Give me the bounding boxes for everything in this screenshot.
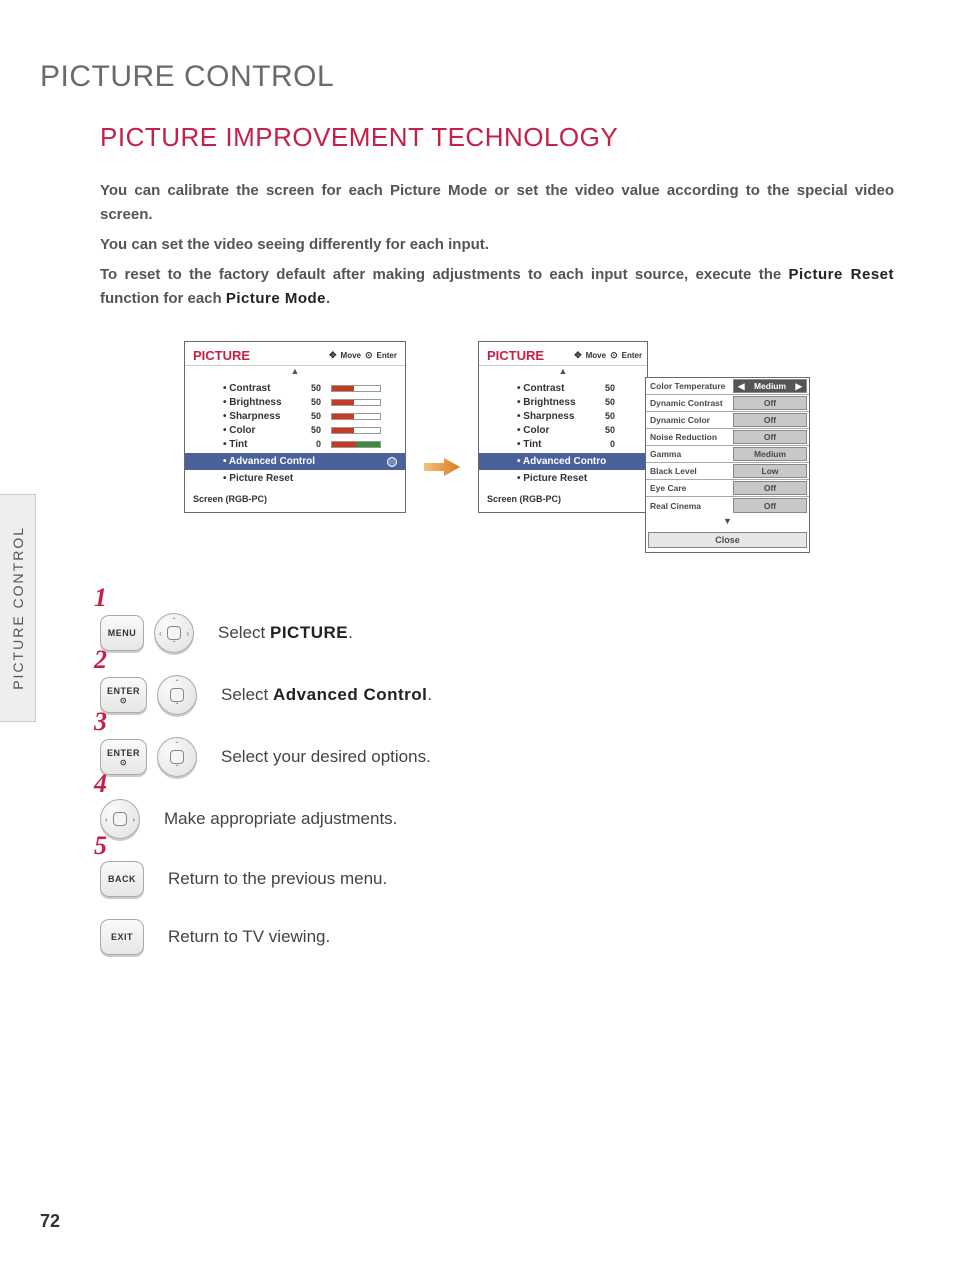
menu-advanced-control[interactable]: • Advanced Control bbox=[185, 453, 405, 470]
step-text: Select Advanced Control. bbox=[221, 685, 432, 705]
step-text: Return to TV viewing. bbox=[168, 927, 330, 947]
step-text: Return to the previous menu. bbox=[168, 869, 387, 889]
menu-item[interactable]: • Contrast50 bbox=[517, 381, 645, 395]
menu-footer: Screen (RGB-PC) bbox=[479, 490, 647, 512]
intro-line-1: You can calibrate the screen for each Pi… bbox=[100, 179, 894, 227]
menu-footer: Screen (RGB-PC) bbox=[185, 490, 405, 512]
menu-diagrams: PICTURE ✥ Move ⊙ Enter ▲ • Contrast50• B… bbox=[100, 341, 894, 553]
remote-button-exit[interactable]: EXIT bbox=[100, 919, 144, 955]
picture-menu-right: PICTURE ✥ Move ⊙ Enter ▲ • Contrast50• B… bbox=[478, 341, 648, 513]
menu-item[interactable]: • Contrast50 bbox=[223, 381, 397, 395]
step-number: 3 bbox=[94, 707, 107, 737]
menu-advanced-control[interactable]: • Advanced Contro bbox=[479, 453, 647, 470]
menu-item[interactable]: • Brightness50 bbox=[223, 395, 397, 409]
menu-title: PICTURE bbox=[487, 348, 544, 363]
advanced-option[interactable]: Dynamic ColorOff bbox=[646, 412, 809, 429]
remote-button-enter[interactable]: ENTER⊙ bbox=[100, 677, 147, 713]
step: 1MENUˆˇ‹›Select PICTURE. bbox=[100, 613, 894, 653]
advanced-option[interactable]: Dynamic ContrastOff bbox=[646, 395, 809, 412]
advanced-option[interactable]: Eye CareOff bbox=[646, 480, 809, 497]
intro-line-3: To reset to the factory default after ma… bbox=[100, 263, 894, 311]
step-text: Select PICTURE. bbox=[218, 623, 353, 643]
scroll-up-icon: ▲ bbox=[479, 366, 647, 377]
step-text: Select your desired options. bbox=[221, 747, 431, 767]
close-button[interactable]: Close bbox=[648, 532, 807, 548]
menu-item[interactable]: • Brightness50 bbox=[517, 395, 645, 409]
step-number: 2 bbox=[94, 645, 107, 675]
page-title: PICTURE CONTROL bbox=[40, 60, 894, 94]
advanced-option[interactable]: GammaMedium bbox=[646, 446, 809, 463]
step-number: 4 bbox=[94, 769, 107, 799]
scroll-up-icon: ▲ bbox=[185, 366, 405, 377]
picture-menu-left: PICTURE ✥ Move ⊙ Enter ▲ • Contrast50• B… bbox=[184, 341, 406, 513]
arrow-icon bbox=[424, 458, 460, 476]
nav-icon: ✥ bbox=[574, 350, 582, 361]
scroll-down-icon: ▼ bbox=[646, 514, 809, 528]
step: 3ENTER⊙ˆˇSelect your desired options. bbox=[100, 737, 894, 777]
intro-line-2: You can set the video seeing differently… bbox=[100, 233, 894, 257]
side-tab: PICTURE CONTROL bbox=[0, 494, 36, 722]
remote-button-back[interactable]: BACK bbox=[100, 861, 144, 897]
step: EXIT Return to TV viewing. bbox=[100, 919, 894, 955]
advanced-option[interactable]: Color Temperature◀Medium▶ bbox=[646, 378, 809, 395]
remote-nav-button[interactable]: ˆˇ‹› bbox=[154, 613, 194, 653]
menu-item[interactable]: • Color50 bbox=[517, 423, 645, 437]
menu-item-tint[interactable]: • Tint0 bbox=[517, 437, 645, 451]
menu-item[interactable]: • Color50 bbox=[223, 423, 397, 437]
remote-nav-button[interactable]: ˆˇ bbox=[157, 737, 197, 777]
menu-title: PICTURE bbox=[193, 348, 250, 363]
advanced-control-panel: Color Temperature◀Medium▶Dynamic Contras… bbox=[645, 377, 810, 553]
select-icon bbox=[387, 457, 397, 467]
menu-item-tint[interactable]: • Tint0 bbox=[223, 437, 397, 451]
section-title: PICTURE IMPROVEMENT TECHNOLOGY bbox=[100, 122, 894, 153]
step: 2ENTER⊙ˆˇSelect Advanced Control. bbox=[100, 675, 894, 715]
step: 4‹›Make appropriate adjustments. bbox=[100, 799, 894, 839]
advanced-option[interactable]: Black LevelLow bbox=[646, 463, 809, 480]
page-number: 72 bbox=[40, 1211, 60, 1232]
menu-picture-reset[interactable]: • Picture Reset bbox=[185, 470, 405, 490]
step: 5BACKReturn to the previous menu. bbox=[100, 861, 894, 897]
step-number: 5 bbox=[94, 831, 107, 861]
remote-button-enter[interactable]: ENTER⊙ bbox=[100, 739, 147, 775]
menu-item[interactable]: • Sharpness50 bbox=[223, 409, 397, 423]
menu-picture-reset[interactable]: • Picture Reset bbox=[479, 470, 647, 490]
advanced-option[interactable]: Noise ReductionOff bbox=[646, 429, 809, 446]
enter-icon: ⊙ bbox=[610, 350, 618, 361]
menu-item[interactable]: • Sharpness50 bbox=[517, 409, 645, 423]
advanced-option[interactable]: Real CinemaOff bbox=[646, 497, 809, 514]
nav-icon: ✥ bbox=[329, 350, 337, 361]
remote-nav-button[interactable]: ˆˇ bbox=[157, 675, 197, 715]
enter-icon: ⊙ bbox=[365, 350, 373, 361]
step-text: Make appropriate adjustments. bbox=[164, 809, 397, 829]
steps-list: 1MENUˆˇ‹›Select PICTURE.2ENTER⊙ˆˇSelect … bbox=[100, 613, 894, 955]
intro-block: You can calibrate the screen for each Pi… bbox=[100, 179, 894, 311]
step-number: 1 bbox=[94, 583, 107, 613]
